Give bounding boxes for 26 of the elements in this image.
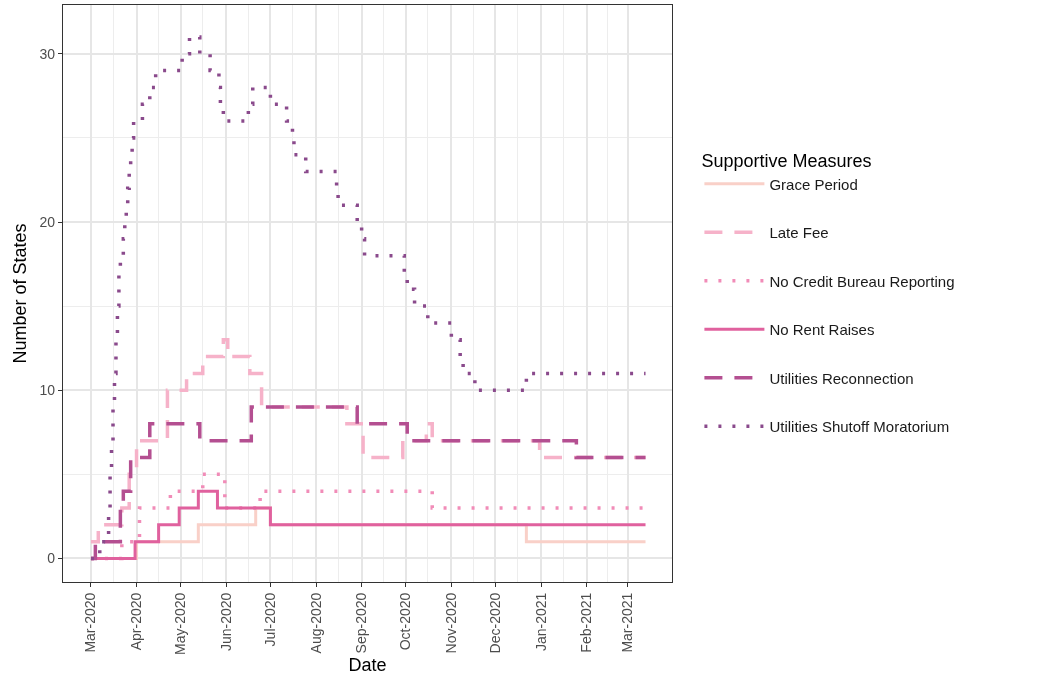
x-tick-label: Jan-2021 <box>532 592 549 652</box>
y-tick-label: 20 <box>39 213 56 230</box>
y-tick-label: 0 <box>47 550 56 567</box>
legend-label: No Credit Bureau Reporting <box>769 272 955 290</box>
x-tick-label: Nov-2020 <box>442 592 459 654</box>
x-tick-label: Jul-2020 <box>261 592 278 647</box>
x-axis-title: Date <box>348 655 387 676</box>
y-tick-label: 10 <box>39 382 56 399</box>
legend-title: Supportive Measures <box>701 151 872 172</box>
x-tick-label: Mar-2021 <box>619 592 636 653</box>
x-tick-label: Dec-2020 <box>487 592 504 654</box>
y-axis-title: Number of States <box>9 223 30 364</box>
x-tick-label: Mar-2020 <box>82 592 99 653</box>
x-tick-label: Aug-2020 <box>307 592 324 654</box>
x-tick-label: Jun-2020 <box>217 592 234 652</box>
legend-label: No Rent Raises <box>769 321 875 338</box>
y-tick-label: 30 <box>39 45 56 62</box>
legend-label: Utilities Shutoff Moratorium <box>769 418 950 435</box>
legend-label: Utilities Reconnection <box>769 369 914 387</box>
x-tick-label: Feb-2021 <box>578 592 595 653</box>
legend-label: Grace Period <box>769 175 858 193</box>
x-tick-label: May-2020 <box>172 592 189 655</box>
x-tick-label: Sep-2020 <box>353 592 370 654</box>
legend-label: Late Fee <box>769 224 829 241</box>
x-tick-label: Apr-2020 <box>128 592 145 651</box>
x-tick-label: Oct-2020 <box>397 592 414 651</box>
